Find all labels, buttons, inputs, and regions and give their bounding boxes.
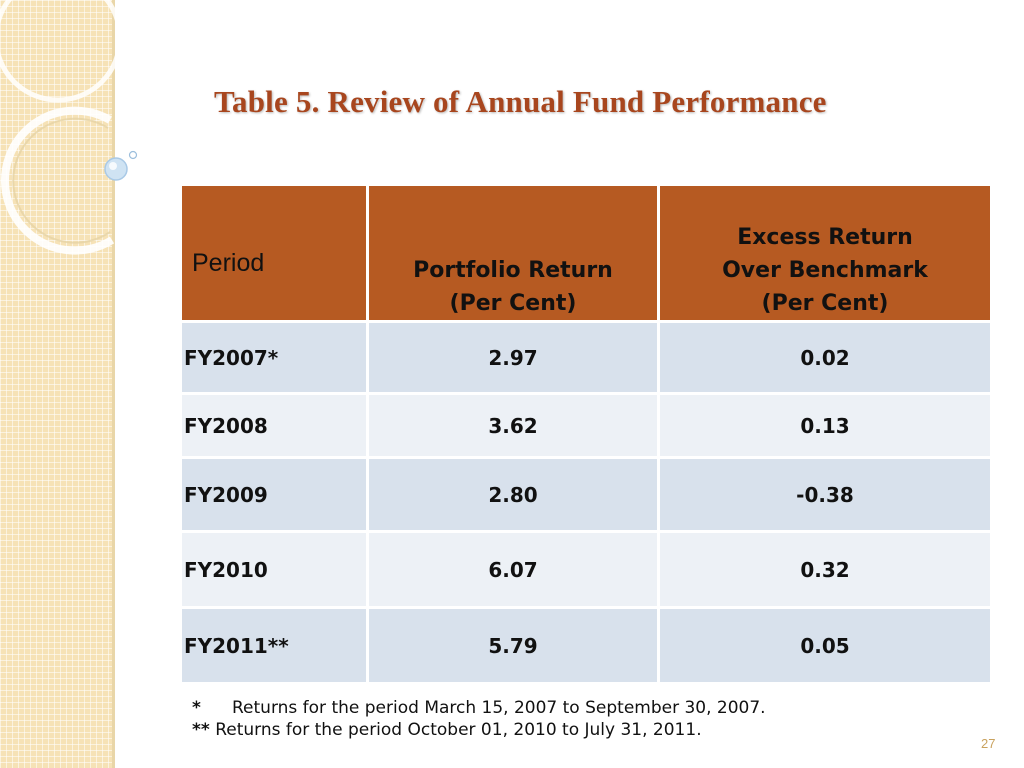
- header-portfolio-line2: (Per Cent): [449, 291, 577, 316]
- fund-performance-table: Period Portfolio Return (Per Cent) Exces…: [179, 186, 993, 685]
- cell-excess-return: 0.13: [657, 392, 993, 459]
- cell-excess-return: 0.02: [657, 320, 993, 395]
- cell-portfolio-return: 6.07: [366, 530, 660, 609]
- cell-excess-return: -0.38: [657, 456, 993, 533]
- header-portfolio-line1: Portfolio Return: [413, 258, 613, 283]
- page-number: 27: [981, 736, 996, 751]
- table-row: FY2010 6.07 0.32: [179, 530, 993, 609]
- cell-period: FY2009: [179, 456, 369, 533]
- footnote-2: ** Returns for the period October 01, 20…: [192, 719, 766, 741]
- cell-period: FY2010: [179, 530, 369, 609]
- footnote-1: * Returns for the period March 15, 2007 t…: [192, 697, 766, 719]
- cell-portfolio-return: 2.80: [366, 456, 660, 533]
- header-period: Period: [179, 186, 369, 323]
- header-excess-line2: Over Benchmark: [722, 258, 928, 283]
- cell-portfolio-return: 2.97: [366, 320, 660, 395]
- cell-portfolio-return: 5.79: [366, 606, 660, 685]
- header-excess-return: Excess Return Over Benchmark (Per Cent): [657, 186, 993, 323]
- table-row: FY2007* 2.97 0.02: [179, 320, 993, 395]
- footnote-2-marker: **: [192, 720, 210, 740]
- slide-title: Table 5. Review of Annual Fund Performan…: [214, 84, 827, 119]
- table-header-row: Period Portfolio Return (Per Cent) Exces…: [179, 186, 993, 323]
- table-row: FY2008 3.62 0.13: [179, 392, 993, 459]
- cell-portfolio-return: 3.62: [366, 392, 660, 459]
- table-row: FY2009 2.80 -0.38: [179, 456, 993, 533]
- cell-excess-return: 0.05: [657, 606, 993, 685]
- header-excess-line3: (Per Cent): [761, 291, 889, 316]
- decorative-circles: [0, 0, 138, 255]
- cell-excess-return: 0.32: [657, 530, 993, 609]
- cell-period: FY2011**: [179, 606, 369, 685]
- cell-period: FY2008: [179, 392, 369, 459]
- header-period-label: Period: [192, 248, 265, 277]
- header-portfolio-return: Portfolio Return (Per Cent): [366, 186, 660, 323]
- header-excess-line1: Excess Return: [737, 225, 913, 250]
- footnote-2-text: Returns for the period October 01, 2010 …: [215, 720, 702, 740]
- footnotes: * Returns for the period March 15, 2007 t…: [192, 697, 766, 741]
- footnote-1-marker: *: [192, 698, 201, 718]
- table-row: FY2011** 5.79 0.05: [179, 606, 993, 685]
- decorative-side-strip: [0, 0, 115, 768]
- cell-period: FY2007*: [179, 320, 369, 395]
- footnote-1-text: Returns for the period March 15, 2007 to…: [232, 698, 766, 718]
